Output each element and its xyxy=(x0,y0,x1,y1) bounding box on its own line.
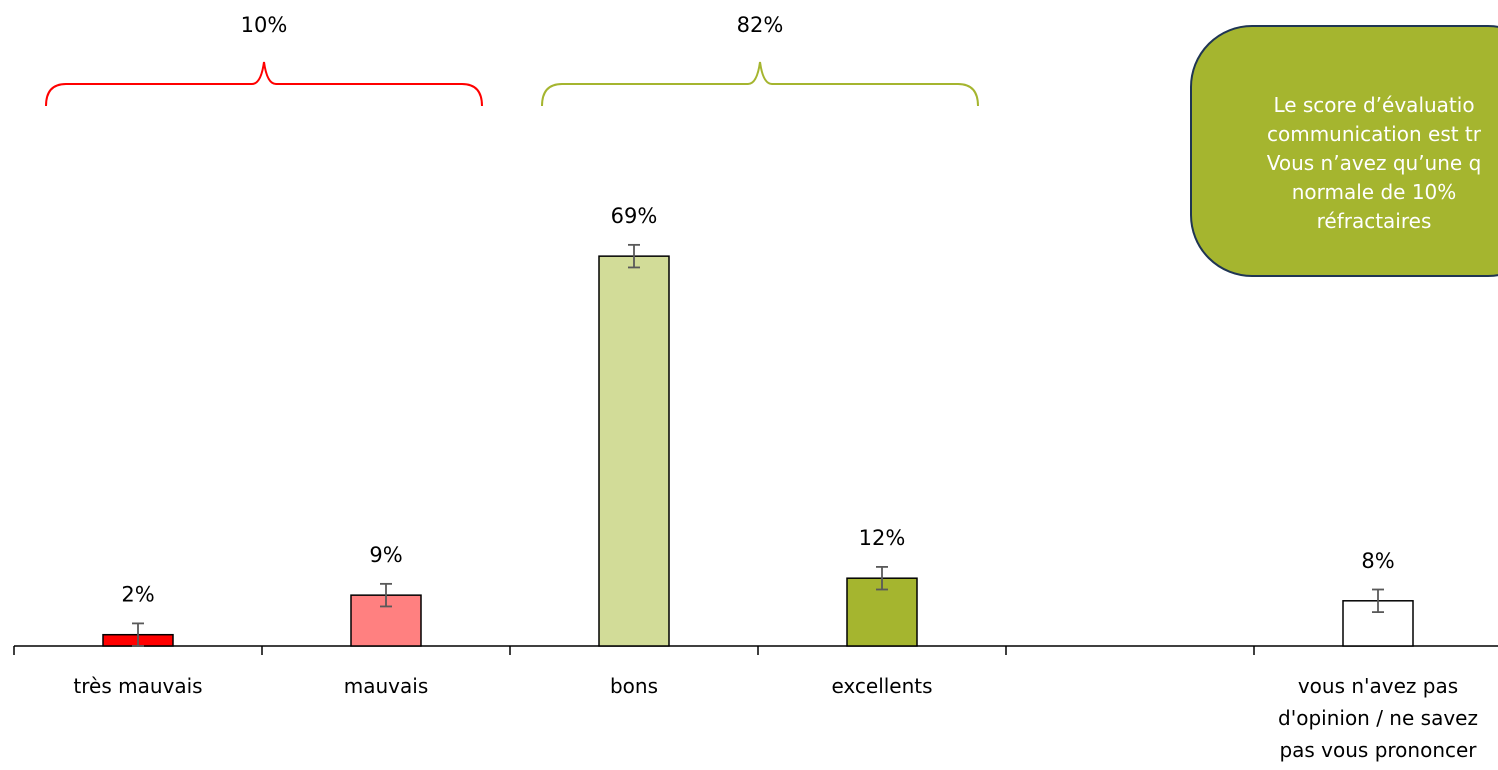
data-label: 8% xyxy=(1361,549,1394,573)
x-tick-label: vous n'avez pas xyxy=(1298,674,1458,698)
group-brace xyxy=(45,61,483,107)
data-label: 9% xyxy=(369,543,402,567)
callout-box: Le score d’évaluatio communication est t… xyxy=(1190,25,1498,277)
group-label: 82% xyxy=(737,13,784,37)
callout-line-5: réfractaires xyxy=(1316,209,1432,233)
x-tick-label: mauvais xyxy=(344,674,428,698)
x-tick-label: d'opinion / ne savez xyxy=(1278,706,1478,730)
x-tick-label: excellents xyxy=(831,674,932,698)
x-tick-label: très mauvais xyxy=(73,674,202,698)
x-tick-label: pas vous prononcer xyxy=(1279,738,1477,762)
bar xyxy=(598,255,670,647)
x-tick-label: bons xyxy=(610,674,658,698)
data-label: 12% xyxy=(859,526,906,550)
callout-line-1: Le score d’évaluatio xyxy=(1273,93,1475,117)
data-label: 2% xyxy=(121,583,154,607)
data-label: 69% xyxy=(611,204,658,228)
group-label: 10% xyxy=(241,13,288,37)
callout-line-4: normale de 10% xyxy=(1291,180,1457,204)
group-brace xyxy=(541,61,979,107)
callout-line-2: communication est tr xyxy=(1266,122,1481,146)
callout-line-3: Vous n’avez qu’une q xyxy=(1266,151,1482,175)
